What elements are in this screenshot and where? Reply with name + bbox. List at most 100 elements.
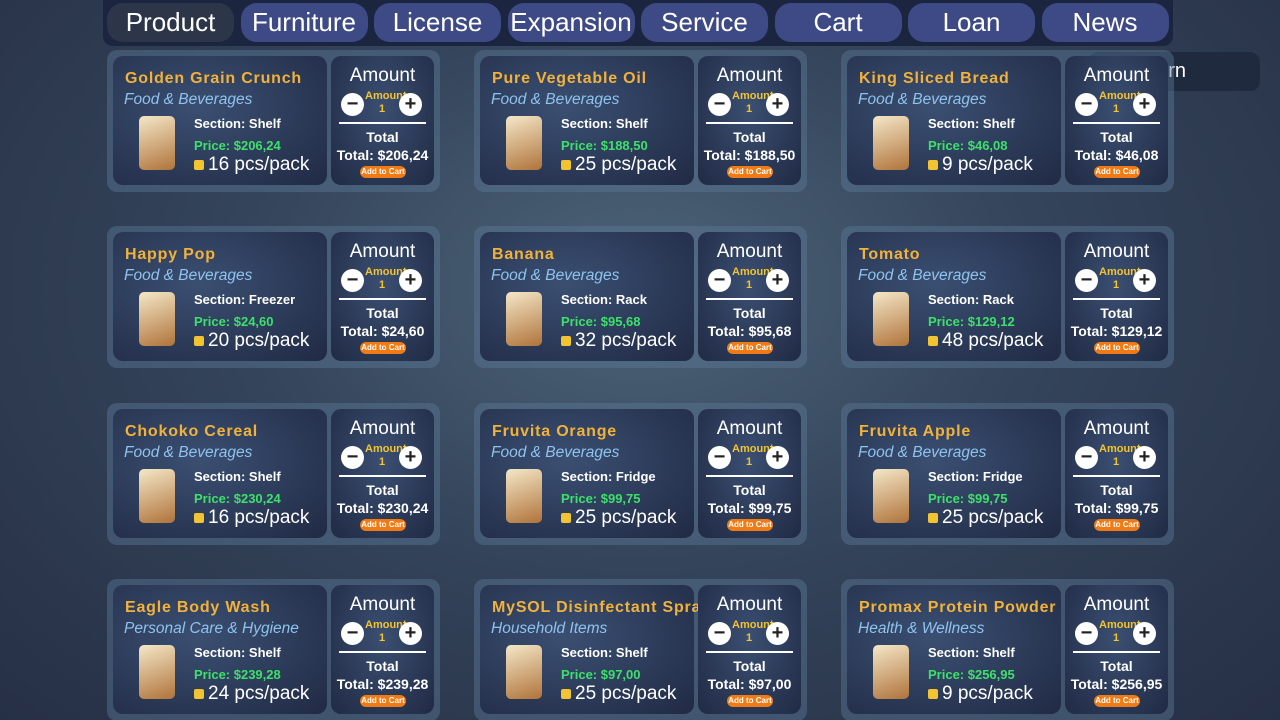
- add-to-cart-button[interactable]: Add to Cart: [360, 694, 406, 707]
- minus-button[interactable]: −: [341, 621, 364, 645]
- order-panel: Amount − Amount: 1 + Total Total: $95,68 Add t…: [698, 232, 801, 362]
- minus-button[interactable]: −: [341, 269, 364, 293]
- total-heading: Total: [366, 305, 399, 322]
- divider: [339, 474, 426, 477]
- add-to-cart-button[interactable]: Add to Cart: [727, 342, 773, 355]
- tab[interactable]: Service: [641, 3, 768, 42]
- pack-size: 25 pcs/pack: [561, 154, 676, 176]
- add-to-cart-button[interactable]: Add to Cart: [1094, 342, 1140, 355]
- info-panel: Banana Food & Beverages Section: Rack Price…: [480, 232, 694, 362]
- plus-button[interactable]: +: [1133, 269, 1156, 293]
- plus-button[interactable]: +: [1133, 621, 1156, 645]
- pack-icon: [928, 336, 938, 347]
- tab[interactable]: Cart: [774, 3, 902, 42]
- plus-button[interactable]: +: [766, 445, 789, 469]
- info-panel: Tomato Food & Beverages Section: Rack Price…: [847, 232, 1061, 362]
- info-panel: Happy Pop Food & Beverages Section: Freeze…: [113, 232, 327, 362]
- plus-button[interactable]: +: [399, 269, 422, 293]
- product-card: Fruvita Apple Food & Beverages Section: Fr…: [841, 402, 1174, 545]
- plus-button[interactable]: +: [399, 621, 422, 645]
- pack-size: 16 pcs/pack: [194, 507, 309, 529]
- product-card: MySOL Disinfectant Spray Household Items S…: [474, 578, 807, 720]
- amount-value: Amount: 1: [732, 266, 778, 292]
- product-price: Price: $24,60: [194, 314, 274, 330]
- product-name: Chokoko Cereal: [125, 422, 259, 440]
- pack-size: 32 pcs/pack: [561, 330, 676, 352]
- product-image: [873, 468, 909, 523]
- plus-button[interactable]: +: [399, 93, 422, 116]
- add-to-cart-button[interactable]: Add to Cart: [360, 166, 406, 178]
- tab[interactable]: Loan: [908, 3, 1035, 42]
- minus-button[interactable]: −: [708, 445, 731, 469]
- tab[interactable]: Product: [107, 3, 234, 42]
- plus-button[interactable]: +: [766, 93, 789, 116]
- plus-button[interactable]: +: [766, 269, 789, 293]
- amount-value: Amount: 1: [732, 618, 778, 644]
- divider: [339, 298, 426, 301]
- product-category: Food & Beverages: [858, 267, 987, 285]
- minus-button[interactable]: −: [1075, 445, 1098, 469]
- pack-text: 25 pcs/pack: [942, 506, 1044, 528]
- product-card: Golden Grain Crunch Food & Beverages Secti…: [107, 50, 440, 192]
- info-panel: King Sliced Bread Food & Beverages Section…: [847, 56, 1061, 185]
- plus-button[interactable]: +: [399, 445, 422, 469]
- minus-button[interactable]: −: [708, 621, 731, 645]
- product-price: Price: $256,95: [928, 666, 1015, 682]
- product-price: Price: $206,24: [194, 138, 281, 153]
- amount-value: Amount: 1: [732, 442, 778, 468]
- minus-button[interactable]: −: [1075, 269, 1098, 293]
- add-to-cart-button[interactable]: Add to Cart: [727, 518, 773, 531]
- product-image: [139, 116, 175, 170]
- minus-button[interactable]: −: [341, 93, 364, 116]
- amount-value: Amount: 1: [732, 90, 778, 115]
- product-price: Price: $97,00: [561, 666, 641, 682]
- total-value: Total: $46,08: [1074, 147, 1159, 163]
- product-category: Food & Beverages: [124, 91, 253, 108]
- info-panel: Golden Grain Crunch Food & Beverages Secti…: [113, 56, 327, 185]
- tab[interactable]: News: [1041, 3, 1169, 42]
- product-image: [139, 644, 175, 699]
- plus-button[interactable]: +: [766, 621, 789, 645]
- pack-icon: [561, 160, 571, 170]
- add-to-cart-button[interactable]: Add to Cart: [727, 694, 773, 707]
- tab[interactable]: Furniture: [240, 3, 368, 42]
- product-name: King Sliced Bread: [859, 70, 1010, 87]
- plus-button[interactable]: +: [1133, 93, 1156, 116]
- product-card: Tomato Food & Beverages Section: Rack Price…: [841, 226, 1174, 369]
- add-to-cart-button[interactable]: Add to Cart: [1094, 518, 1140, 531]
- minus-button[interactable]: −: [1075, 621, 1098, 645]
- info-panel: Fruvita Apple Food & Beverages Section: Fr…: [847, 408, 1061, 538]
- tab[interactable]: License: [374, 3, 501, 42]
- minus-button[interactable]: −: [1075, 93, 1098, 116]
- add-to-cart-button[interactable]: Add to Cart: [1094, 694, 1140, 707]
- product-section: Section: Shelf: [928, 116, 1015, 131]
- minus-button[interactable]: −: [708, 269, 731, 293]
- add-to-cart-button[interactable]: Add to Cart: [360, 518, 406, 531]
- product-price: Price: $46,08: [928, 138, 1008, 153]
- product-price: Price: $95,68: [561, 314, 641, 330]
- amount-heading: Amount: [1083, 417, 1150, 439]
- product-card: King Sliced Bread Food & Beverages Section…: [841, 50, 1174, 192]
- order-panel: Amount − Amount: 1 + Total Total: $24,60 Add t…: [331, 232, 434, 362]
- product-price: Price: $230,24: [194, 490, 281, 506]
- total-heading: Total: [1100, 129, 1133, 145]
- total-value: Total: $239,28: [336, 675, 429, 692]
- amount-value: Amount: 1: [365, 442, 411, 468]
- minus-button[interactable]: −: [708, 93, 731, 116]
- plus-button[interactable]: +: [1133, 445, 1156, 469]
- amount-heading: Amount: [716, 593, 783, 615]
- total-heading: Total: [733, 129, 766, 145]
- product-card: Pure Vegetable Oil Food & Beverages Sectio…: [474, 50, 807, 192]
- product-card: Banana Food & Beverages Section: Rack Price…: [474, 226, 807, 369]
- amount-heading: Amount: [716, 241, 783, 263]
- minus-button[interactable]: −: [341, 445, 364, 469]
- tab[interactable]: Expansion: [507, 3, 635, 42]
- add-to-cart-button[interactable]: Add to Cart: [1094, 166, 1140, 178]
- amount-value: Amount: 1: [365, 266, 411, 292]
- add-to-cart-button[interactable]: Add to Cart: [727, 166, 773, 178]
- add-to-cart-button[interactable]: Add to Cart: [360, 342, 406, 355]
- product-category: Food & Beverages: [124, 443, 253, 461]
- product-name: MySOL Disinfectant Spray: [492, 598, 711, 616]
- product-category: Personal Care & Hygiene: [124, 619, 299, 637]
- product-image: [873, 644, 909, 699]
